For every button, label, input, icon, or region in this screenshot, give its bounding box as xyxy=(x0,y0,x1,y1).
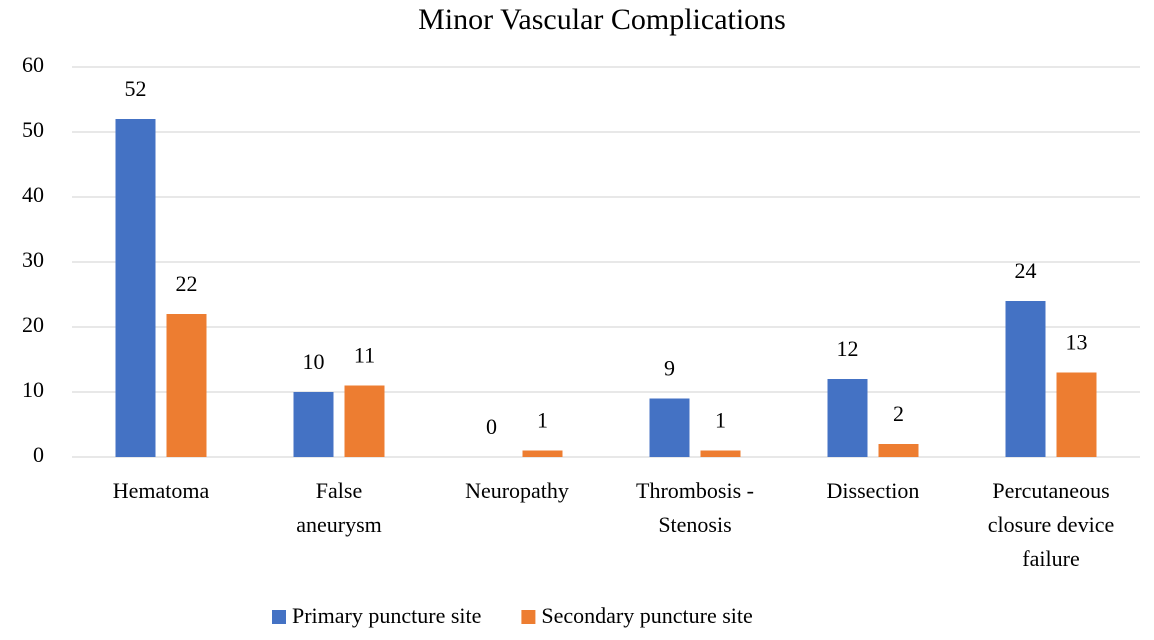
legend-label: Primary puncture site xyxy=(292,603,481,628)
value-label: 9 xyxy=(664,356,675,381)
bar xyxy=(166,314,207,457)
x-tick-label: aneurysm xyxy=(296,512,382,537)
y-tick-label: 40 xyxy=(22,182,44,207)
x-tick-label: Dissection xyxy=(827,478,920,503)
value-label: 24 xyxy=(1015,258,1037,283)
x-tick-label: Stenosis xyxy=(658,512,731,537)
value-label: 0 xyxy=(486,414,497,439)
x-tick-label: closure device xyxy=(988,512,1114,537)
y-tick-label: 20 xyxy=(22,312,44,337)
bar xyxy=(344,385,385,457)
bar xyxy=(115,119,156,457)
value-label: 1 xyxy=(715,408,726,433)
value-label: 1 xyxy=(537,408,548,433)
y-tick-label: 0 xyxy=(33,442,44,467)
value-label: 12 xyxy=(837,336,859,361)
x-tick-label: Hematoma xyxy=(113,478,210,503)
y-tick-label: 60 xyxy=(22,52,44,77)
legend-swatch xyxy=(272,610,286,624)
value-label: 10 xyxy=(303,349,325,374)
x-tick-label: Thrombosis - xyxy=(636,478,754,503)
bar xyxy=(649,398,690,457)
value-label: 13 xyxy=(1066,330,1088,355)
bar xyxy=(700,450,741,457)
bar xyxy=(878,444,919,457)
x-tick-label: failure xyxy=(1022,546,1079,571)
y-tick-label: 30 xyxy=(22,247,44,272)
value-label: 11 xyxy=(354,343,375,368)
value-label: 22 xyxy=(176,271,198,296)
legend-label: Secondary puncture site xyxy=(541,603,752,628)
legend-swatch xyxy=(521,610,536,624)
x-tick-label: Percutaneous xyxy=(992,478,1109,503)
bar xyxy=(827,379,868,457)
y-tick-label: 50 xyxy=(22,117,44,142)
y-tick-label: 10 xyxy=(22,377,44,402)
chart-title: Minor Vascular Complications xyxy=(418,3,786,36)
bar xyxy=(293,392,334,457)
x-tick-label: Neuropathy xyxy=(465,478,569,503)
bar xyxy=(1056,372,1097,457)
bar xyxy=(522,450,563,457)
value-label: 52 xyxy=(125,76,147,101)
bar xyxy=(1005,301,1046,457)
value-label: 2 xyxy=(893,401,904,426)
x-tick-label: False xyxy=(316,478,362,503)
